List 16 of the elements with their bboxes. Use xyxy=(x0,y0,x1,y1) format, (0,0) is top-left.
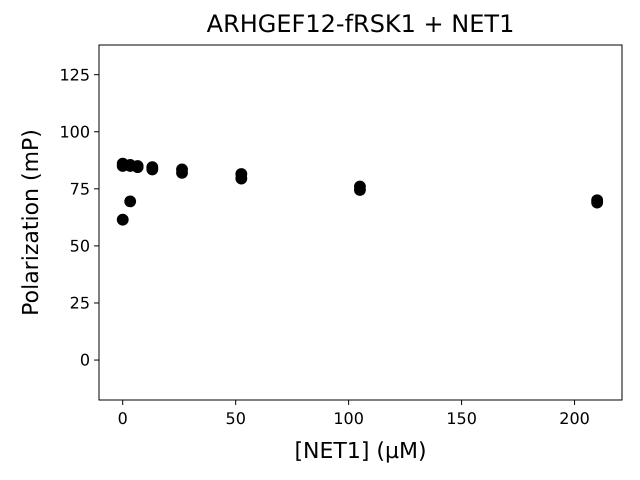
y-tick-label: 0 xyxy=(80,350,90,370)
point xyxy=(116,214,129,226)
y-tick-label: 125 xyxy=(59,65,90,84)
y-tick-label: 25 xyxy=(70,294,90,313)
x-tick-label: 200 xyxy=(559,409,590,428)
y-tick-label: 50 xyxy=(70,236,90,256)
x-tick-label: 0 xyxy=(118,409,128,428)
y-tick-label: 100 xyxy=(59,122,90,142)
x-tick-label: 150 xyxy=(446,409,477,428)
chart-title: ARHGEF12-fRSK1 + NET1 xyxy=(206,10,514,38)
y-axis-title: Polarization (mP) xyxy=(19,129,44,316)
x-axis-title: [NET1] (µM) xyxy=(294,439,427,464)
point xyxy=(124,195,136,208)
x-tick-label: 50 xyxy=(226,409,246,428)
y-tick-label: 75 xyxy=(70,179,90,198)
x-tick-label: 100 xyxy=(333,409,364,428)
